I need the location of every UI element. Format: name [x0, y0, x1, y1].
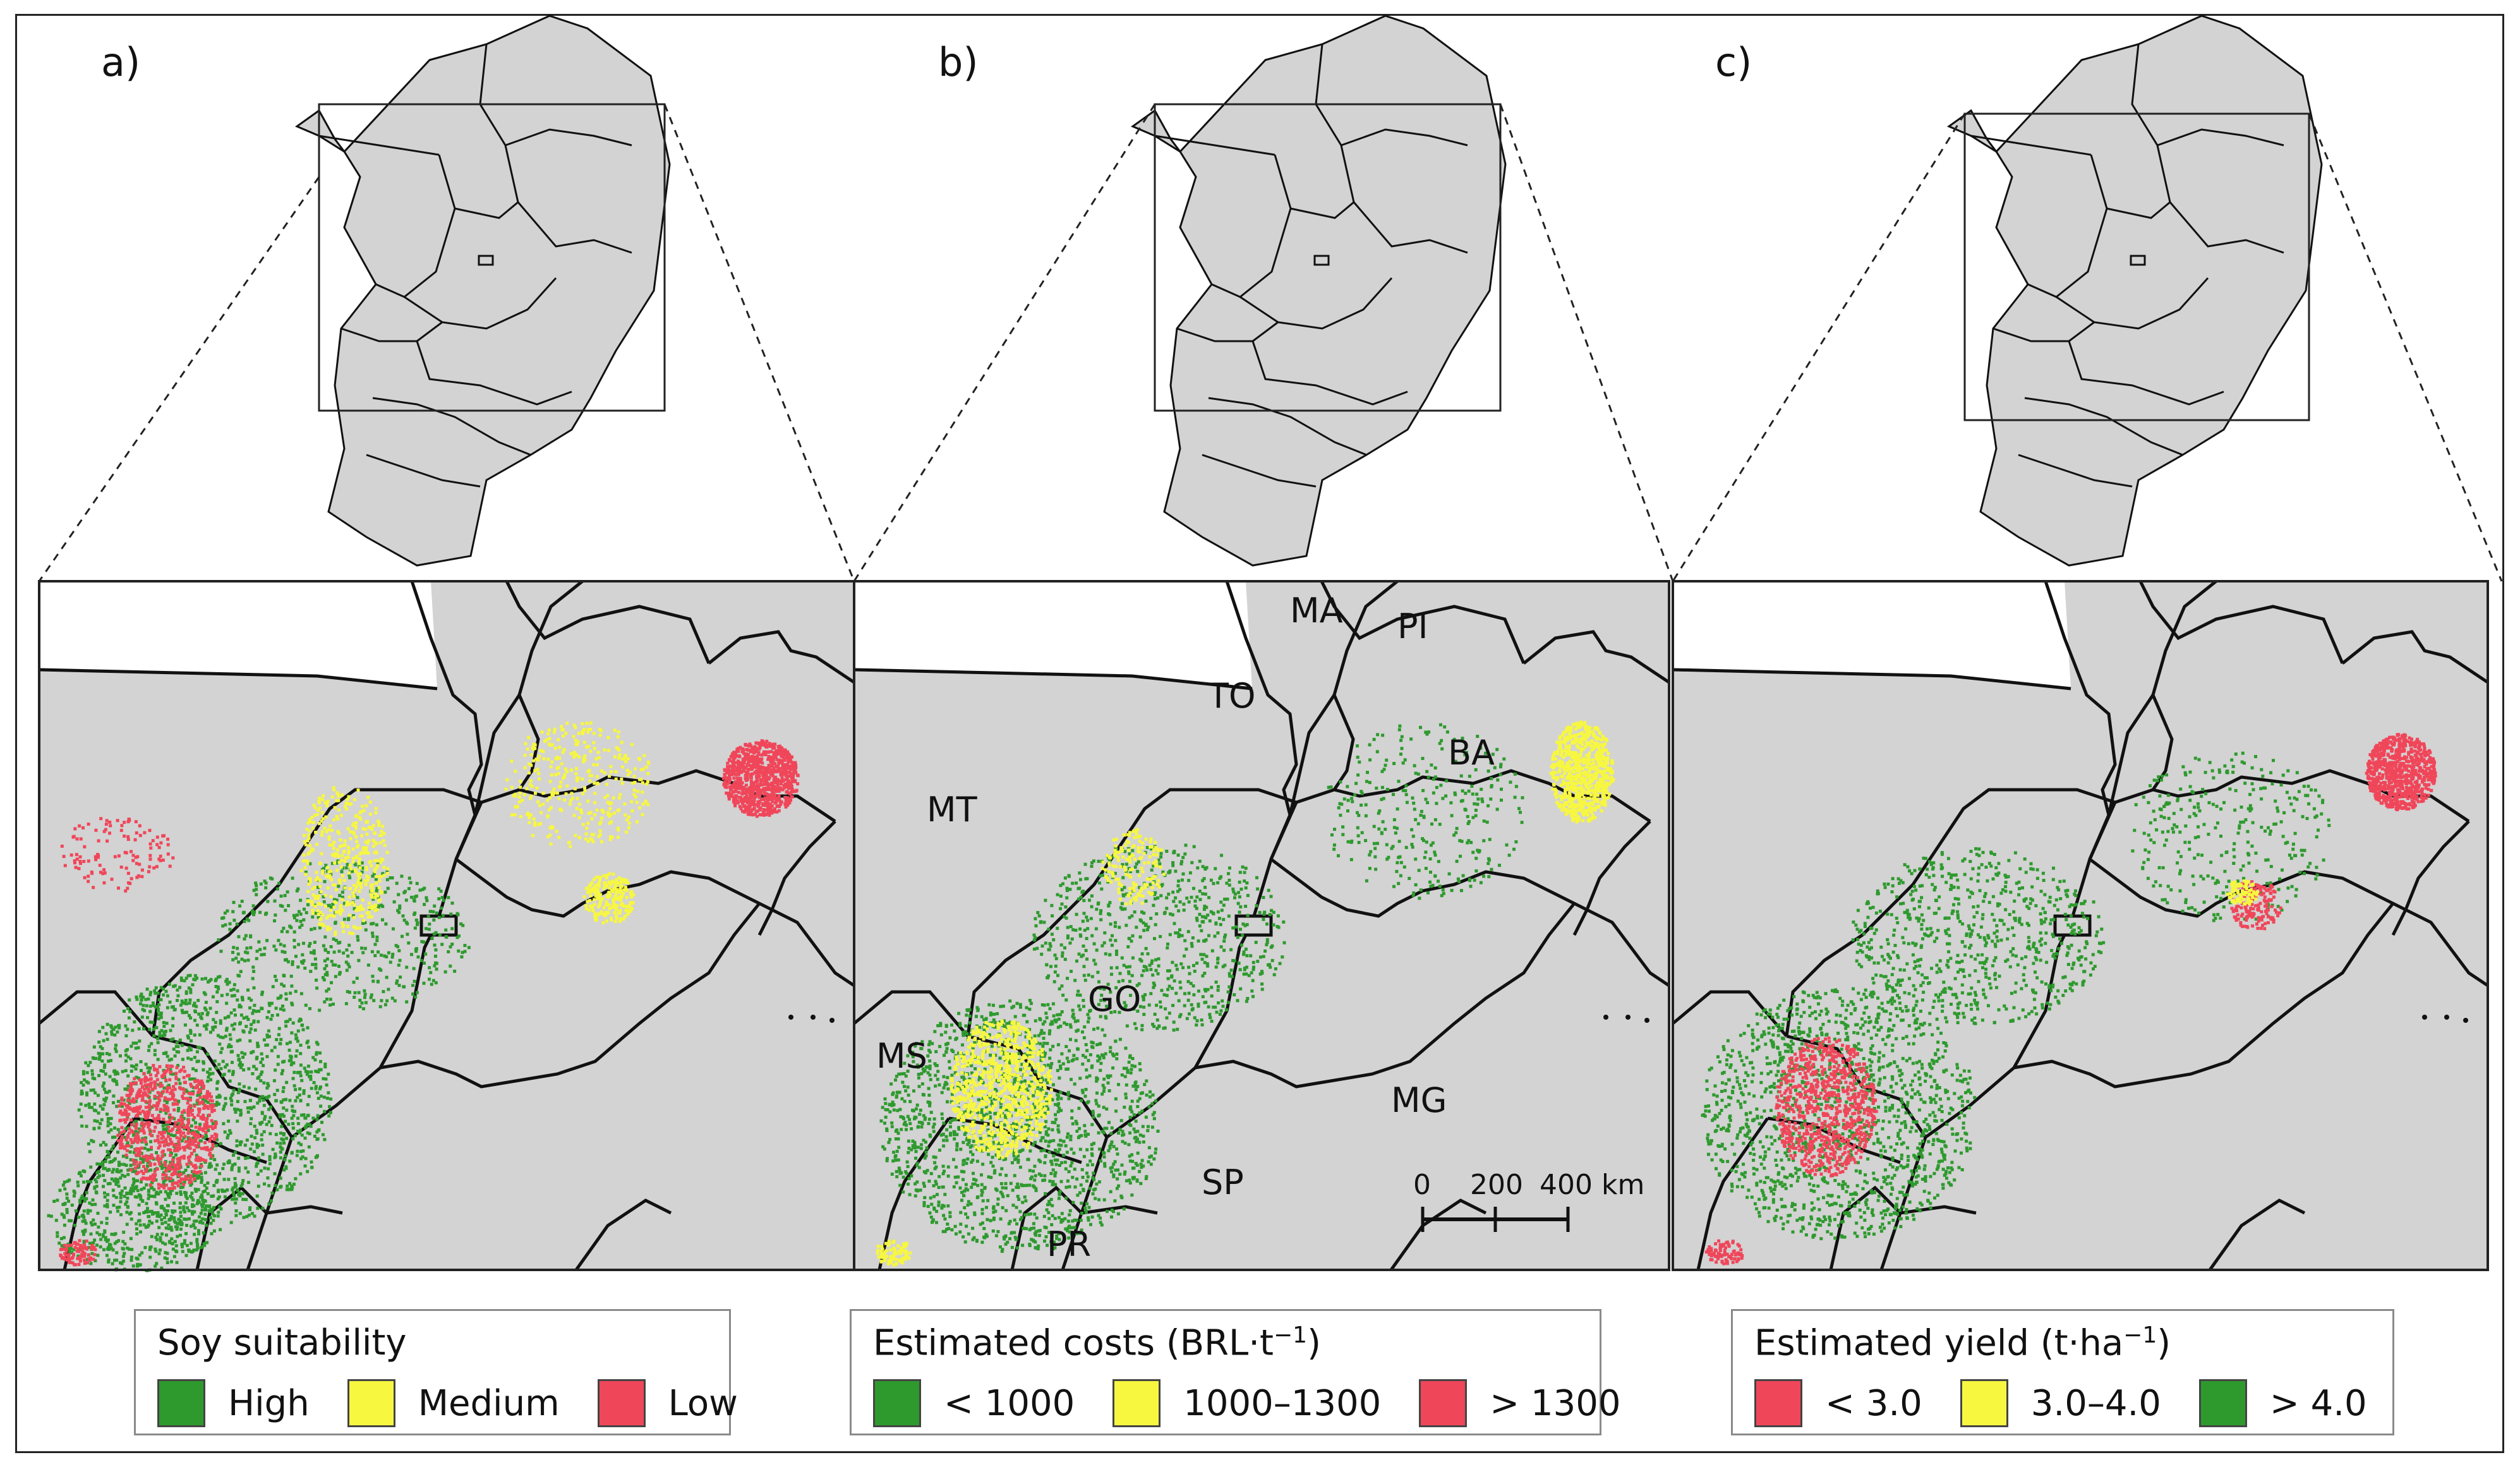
state-label-ma: MA — [1290, 591, 1343, 631]
projection-lines — [38, 104, 2503, 582]
legend-label-high: High — [228, 1382, 310, 1424]
legend-label-yield-low: < 3.0 — [1825, 1382, 1922, 1424]
legend-swatch-cost-low — [873, 1379, 921, 1427]
detail-map-a — [39, 581, 854, 1272]
state-label-sp: SP — [1202, 1162, 1244, 1202]
cost-pixels-b — [876, 720, 1615, 1267]
legend-title-c: Estimated yield (t·ha−1) — [1754, 1322, 2171, 1364]
state-label-mt: MT — [927, 790, 978, 830]
legend-swatch-yield-high — [2198, 1379, 2247, 1427]
legend-swatch-yield-mid — [1960, 1379, 2008, 1427]
figure-frame — [15, 14, 2504, 1453]
scale-tick-200: 200 — [1470, 1169, 1523, 1201]
legend-swatch-cost-mid — [1112, 1379, 1161, 1427]
state-label-pr: PR — [1047, 1224, 1091, 1264]
legend-label-cost-low: < 1000 — [944, 1382, 1075, 1424]
panel-label-b: b) — [938, 39, 979, 85]
legend-title-a: Soy suitability — [157, 1322, 407, 1363]
legend-swatch-cost-high — [1419, 1379, 1468, 1427]
legend-b: Estimated costs (BRL·t−1) < 1000 1000–13… — [850, 1309, 1621, 1435]
legend-a: Soy suitability High Medium Low — [134, 1309, 738, 1435]
panel-label-c: c) — [1715, 39, 1752, 85]
legend-title-b: Estimated costs (BRL·t−1) — [873, 1322, 1321, 1364]
legend-row-b: < 1000 1000–1300 > 1300 — [873, 1379, 1659, 1427]
state-label-mg: MG — [1391, 1080, 1447, 1120]
legend-label-cost-high: > 1300 — [1490, 1382, 1621, 1424]
state-label-to: TO — [1207, 676, 1256, 716]
state-label-go: GO — [1088, 979, 1141, 1019]
detail-map-c — [1673, 581, 2488, 1270]
legend-c: Estimated yield (t·ha−1) < 3.0 3.0–4.0 >… — [1731, 1309, 2394, 1435]
scale-bar: 0 200 400 km — [1413, 1169, 1644, 1232]
legend-swatch-yield-low — [1754, 1379, 1802, 1427]
legend-swatch-low — [597, 1379, 646, 1427]
state-label-ba: BA — [1448, 733, 1495, 773]
legend-swatch-high — [157, 1379, 205, 1427]
legend-label-low: Low — [668, 1382, 738, 1424]
legend-label-cost-mid: 1000–1300 — [1183, 1382, 1382, 1424]
legend-label-medium: Medium — [418, 1382, 560, 1424]
legend-row-a: High Medium Low — [157, 1379, 776, 1427]
legend-label-yield-high: > 4.0 — [2269, 1382, 2367, 1424]
scale-tick-400: 400 km — [1540, 1169, 1644, 1201]
detail-map-b: MA PI TO BA MT GO MS MG SP PR 0 200 400 … — [854, 581, 1669, 1270]
yield-pixels-c — [1701, 733, 2437, 1265]
state-label-ms: MS — [876, 1036, 927, 1076]
overview-map-a — [296, 15, 671, 567]
legend-label-yield-mid: 3.0–4.0 — [2030, 1382, 2161, 1424]
overview-map-c — [1948, 15, 2323, 567]
state-label-pi: PI — [1397, 607, 1428, 646]
suitability-pixels-a — [47, 721, 800, 1272]
panel-label-a: a) — [101, 39, 140, 85]
overview-map-b — [1131, 15, 1507, 567]
legend-row-c: < 3.0 3.0–4.0 > 4.0 — [1754, 1379, 2405, 1427]
legend-swatch-medium — [347, 1379, 395, 1427]
scale-tick-0: 0 — [1413, 1169, 1431, 1201]
